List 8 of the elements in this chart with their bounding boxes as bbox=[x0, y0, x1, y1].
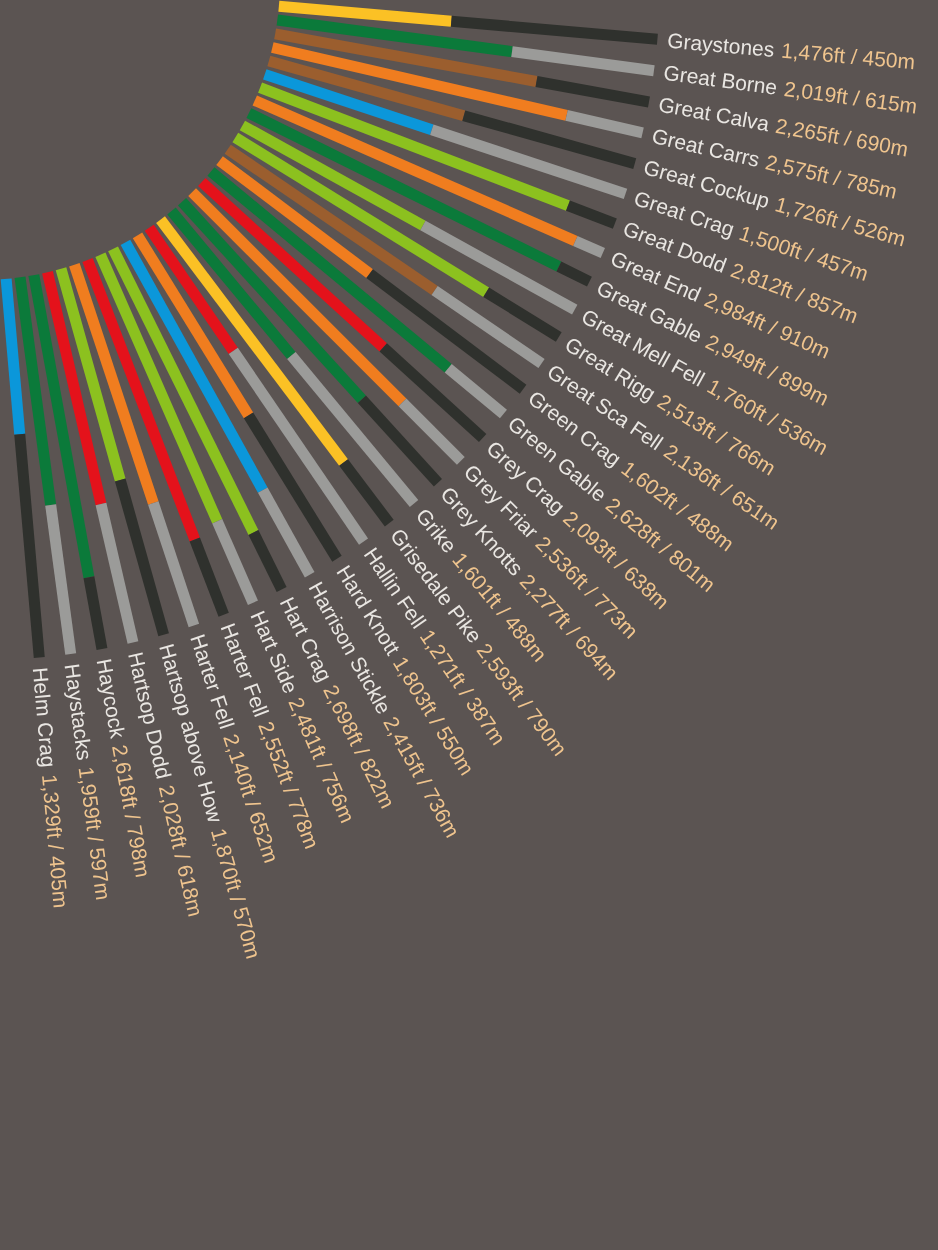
category-label: Graystones bbox=[666, 28, 776, 61]
category-label: Haystacks bbox=[60, 662, 97, 762]
data-label: 1,476ft / 450m bbox=[780, 38, 917, 74]
data-label: 2,019ft / 615m bbox=[782, 76, 919, 118]
data-label: 1,959ft / 597m bbox=[74, 765, 116, 902]
data-label: 1,329ft / 405m bbox=[38, 773, 73, 910]
category-label: Helm Crag bbox=[28, 666, 61, 769]
category-label: Great Borne bbox=[662, 60, 779, 99]
